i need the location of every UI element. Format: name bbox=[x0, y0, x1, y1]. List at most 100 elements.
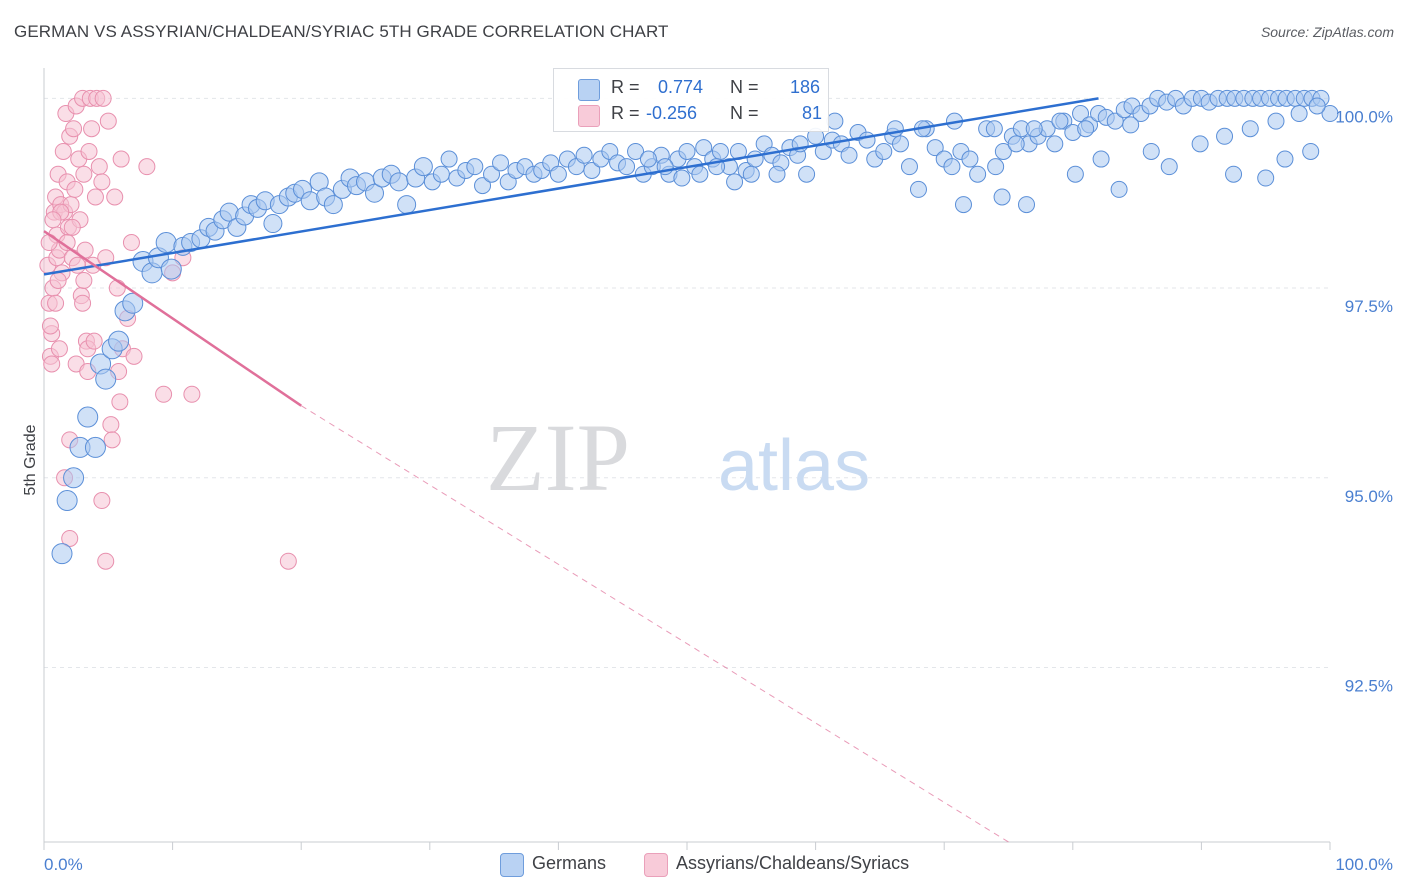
trend-line-assyrians bbox=[43, 230, 302, 407]
source-credit: Source: ZipAtlas.com bbox=[1260, 24, 1394, 40]
point-germans bbox=[909, 180, 927, 198]
point-germans bbox=[900, 158, 918, 176]
point-germans bbox=[1267, 112, 1285, 130]
point-germans bbox=[695, 139, 713, 157]
y-tick-label: 95.0% bbox=[1345, 487, 1393, 506]
point-germans bbox=[1066, 165, 1084, 183]
point-germans bbox=[961, 150, 979, 168]
point-germans bbox=[943, 158, 961, 176]
point-assyrians bbox=[85, 332, 103, 350]
legend-label-assyrians: Assyrians/Chaldeans/Syriacs bbox=[676, 853, 910, 873]
point-assyrians bbox=[279, 552, 297, 570]
point-assyrians bbox=[155, 385, 173, 403]
point-assyrians bbox=[83, 120, 101, 138]
point-germans bbox=[483, 165, 501, 183]
assyrians-swatch bbox=[644, 853, 668, 877]
n-value: 186 bbox=[790, 77, 821, 97]
point-assyrians bbox=[54, 142, 72, 160]
point-germans bbox=[122, 292, 144, 314]
point-germans bbox=[746, 150, 764, 168]
watermark-zip: ZIP bbox=[486, 404, 630, 511]
point-assyrians bbox=[93, 492, 111, 510]
point-germans bbox=[1046, 135, 1064, 153]
point-germans bbox=[726, 173, 744, 191]
point-germans bbox=[108, 330, 130, 352]
point-assyrians bbox=[80, 142, 98, 160]
stats-legend: R = 0.774 N = 186 R = -0.256 N = 81 bbox=[553, 68, 829, 132]
point-germans bbox=[549, 165, 567, 183]
point-assyrians bbox=[183, 385, 201, 403]
watermark-atlas: atlas bbox=[718, 426, 870, 506]
point-germans bbox=[691, 165, 709, 183]
point-germans bbox=[1241, 120, 1259, 138]
trend-line-germans bbox=[43, 97, 1099, 276]
point-germans bbox=[389, 172, 409, 192]
point-assyrians bbox=[65, 120, 83, 138]
point-assyrians bbox=[108, 279, 126, 297]
point-assyrians bbox=[99, 112, 117, 130]
point-germans bbox=[1092, 150, 1110, 168]
point-germans bbox=[160, 258, 182, 280]
point-germans bbox=[84, 436, 106, 458]
point-assyrians bbox=[103, 431, 121, 449]
point-germans bbox=[768, 165, 786, 183]
point-germans bbox=[95, 368, 117, 390]
point-assyrians bbox=[66, 180, 84, 198]
point-germans bbox=[51, 543, 73, 565]
point-assyrians bbox=[49, 271, 67, 289]
point-assyrians bbox=[41, 317, 59, 335]
point-assyrians bbox=[97, 249, 115, 267]
point-germans bbox=[1025, 120, 1043, 138]
point-germans bbox=[1225, 165, 1243, 183]
point-germans bbox=[891, 135, 909, 153]
point-germans bbox=[1077, 120, 1095, 138]
point-assyrians bbox=[43, 355, 61, 373]
n-value: 81 bbox=[802, 103, 823, 123]
y-tick-label: 92.5% bbox=[1345, 676, 1393, 695]
point-germans bbox=[826, 112, 844, 130]
point-germans bbox=[365, 183, 385, 203]
point-assyrians bbox=[102, 416, 120, 434]
point-germans bbox=[678, 142, 696, 160]
point-germans bbox=[994, 142, 1012, 160]
point-germans bbox=[926, 139, 944, 157]
point-germans bbox=[1191, 135, 1209, 153]
point-germans bbox=[969, 165, 987, 183]
n-label: N = bbox=[730, 77, 759, 97]
series-legend: Germans Assyrians/Chaldeans/Syriacs bbox=[0, 852, 1406, 878]
point-assyrians bbox=[90, 158, 108, 176]
point-germans bbox=[56, 490, 78, 512]
y-tick-labels: 92.5% 95.0% 97.5% 100.0% bbox=[1335, 107, 1393, 695]
point-germans bbox=[466, 158, 484, 176]
point-germans bbox=[840, 146, 858, 164]
chart-title: GERMAN VS ASSYRIAN/CHALDEAN/SYRIAC 5TH G… bbox=[14, 22, 669, 41]
point-assyrians bbox=[106, 188, 124, 206]
point-germans bbox=[673, 169, 691, 187]
point-germans bbox=[985, 120, 1003, 138]
point-germans bbox=[575, 146, 593, 164]
axes bbox=[43, 68, 1331, 850]
point-assyrians bbox=[61, 529, 79, 547]
trend-lines bbox=[43, 97, 1099, 843]
point-germans bbox=[263, 214, 283, 234]
point-assyrians bbox=[125, 347, 143, 365]
point-germans bbox=[742, 165, 760, 183]
point-germans bbox=[474, 177, 492, 195]
r-value: 0.774 bbox=[658, 77, 704, 97]
point-germans bbox=[1018, 196, 1036, 214]
point-assyrians bbox=[138, 158, 156, 176]
point-assyrians bbox=[75, 165, 93, 183]
point-assyrians bbox=[47, 294, 65, 312]
point-germans bbox=[875, 142, 893, 160]
series-germans-points bbox=[51, 89, 1339, 565]
point-germans bbox=[627, 142, 645, 160]
point-germans bbox=[711, 142, 729, 160]
point-germans bbox=[858, 131, 876, 149]
point-germans bbox=[1308, 97, 1326, 115]
point-germans bbox=[413, 157, 433, 177]
x-tick-label-max: 100.0% bbox=[1335, 855, 1393, 874]
point-germans bbox=[798, 165, 816, 183]
point-germans bbox=[1321, 105, 1339, 123]
point-assyrians bbox=[93, 173, 111, 191]
watermark: ZIP atlas bbox=[486, 404, 870, 511]
